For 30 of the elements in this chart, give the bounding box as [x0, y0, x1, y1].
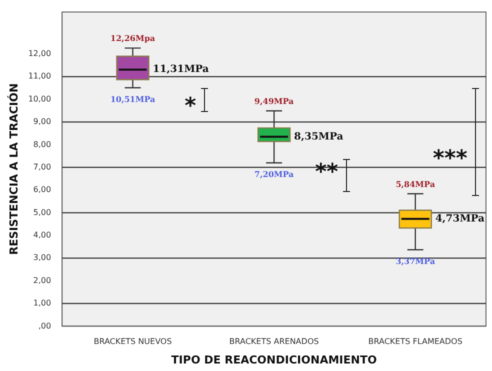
x-axis-title: TIPO DE REACONDICIONAMIENTO	[171, 353, 377, 366]
y-tick-label: 10,00	[28, 94, 52, 104]
y-tick-label: 8,00	[33, 140, 52, 149]
annotation: ***	[432, 146, 468, 172]
y-tick-label: 11,00	[28, 72, 52, 81]
x-tick-label: BRACKETS NUEVOS	[94, 337, 172, 346]
annotation: 5,84MPa	[396, 178, 436, 189]
y-tick-label: 9,00	[33, 117, 52, 126]
y-axis-title: RESISTENCIA A LA TRACIÓN	[6, 83, 20, 255]
y-tick-label: 5,00	[33, 208, 52, 217]
x-tick-label: BRACKETS FLAMEADOS	[368, 337, 462, 346]
y-tick-label: ,00	[38, 321, 52, 330]
y-tick-label: 6,00	[33, 185, 52, 194]
x-tick-label: BRACKETS ARENADOS	[229, 337, 319, 346]
y-tick-label: 3,00	[33, 253, 52, 262]
y-tick-label: 12,00	[28, 49, 52, 58]
annotation: 9,49MPa	[254, 96, 294, 106]
annotation: 4,73MPa	[435, 213, 486, 224]
y-tick-label: 1,00	[33, 298, 52, 308]
annotation: 3,37MPa	[396, 256, 436, 266]
annotation: 10,51MPa	[110, 94, 156, 104]
y-tick-label: 4,00	[33, 230, 52, 240]
annotation: *	[184, 94, 197, 120]
annotation: 7,20MPa	[254, 168, 294, 179]
y-tick-label: 7,00	[33, 162, 52, 172]
annotation: **	[315, 160, 339, 186]
annotation: 8,35MPa	[294, 131, 344, 142]
annotation: 11,31MPa	[152, 64, 210, 76]
annotation: 12,26Mpa	[110, 33, 156, 44]
y-tick-label: 2,00	[33, 276, 52, 285]
